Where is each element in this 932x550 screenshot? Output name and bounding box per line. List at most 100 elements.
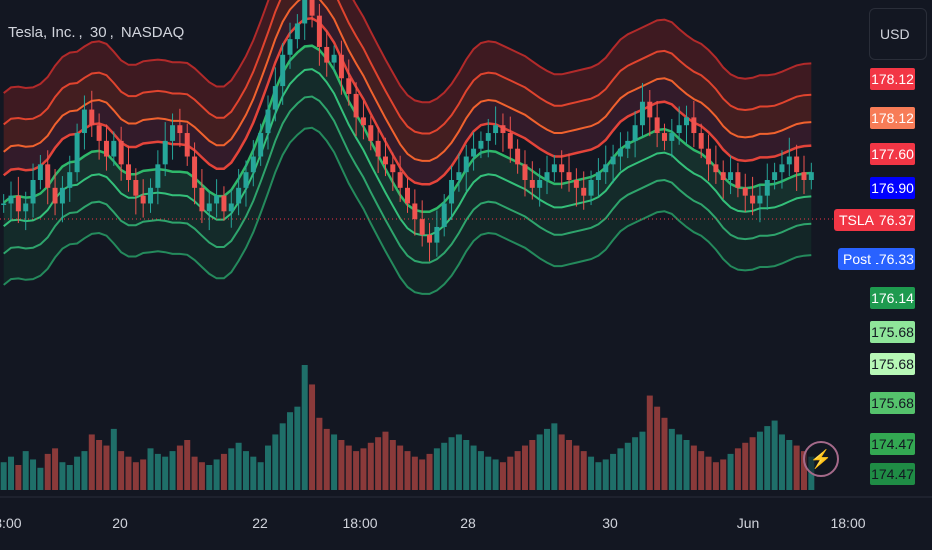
volume-bar <box>793 445 800 490</box>
candle-body <box>309 0 315 16</box>
candle-body <box>485 133 491 141</box>
volume-bar <box>66 465 73 490</box>
candle-body <box>801 172 807 180</box>
candle-body <box>96 125 102 141</box>
volume-bar <box>250 456 257 490</box>
candle-body <box>764 180 770 196</box>
candle-body <box>661 133 667 141</box>
volume-bar <box>301 365 308 490</box>
volume-bar <box>778 434 785 490</box>
volume-bar <box>683 440 690 490</box>
candle-body <box>691 117 697 134</box>
candle-body <box>382 156 388 165</box>
volume-bar <box>404 451 411 490</box>
volume-bar <box>397 445 404 490</box>
volume-bar <box>52 448 59 490</box>
volume-bar <box>345 445 352 490</box>
volume-bar <box>309 384 316 490</box>
candle-body <box>427 234 433 243</box>
volume-bar <box>81 451 88 490</box>
candle-body <box>456 172 462 180</box>
volume-bar <box>147 448 154 490</box>
candle-body <box>265 109 271 134</box>
candle-body <box>52 187 58 204</box>
candle-body <box>353 93 359 118</box>
volume-bar <box>433 448 440 490</box>
volume-bar <box>323 428 330 490</box>
volume-bar <box>257 462 264 490</box>
candle-body <box>111 140 117 157</box>
currency-button[interactable]: USD <box>869 8 927 60</box>
volume-bar <box>15 465 22 490</box>
interval: 30 <box>89 24 107 41</box>
candle-body <box>23 203 29 212</box>
time-label: 28 <box>460 515 476 531</box>
volume-bar <box>0 462 7 490</box>
price-label: 178.12 <box>870 107 915 129</box>
candle-body <box>471 148 477 157</box>
candle-body <box>81 109 87 134</box>
volume-bar <box>88 434 95 490</box>
volume-bar <box>771 420 778 490</box>
candle-body <box>140 195 146 204</box>
candle-body <box>698 133 704 149</box>
time-label: 20 <box>112 515 128 531</box>
candle-body <box>302 0 308 24</box>
symbol-name: Tesla, Inc. <box>8 24 76 41</box>
volume-bar <box>184 440 191 490</box>
candle-body <box>478 140 484 149</box>
volume-bar <box>316 417 323 490</box>
volume-bar <box>654 406 661 490</box>
candle-body <box>405 187 410 204</box>
symbol-tag: TSLA <box>834 209 880 231</box>
candle-body <box>742 187 748 196</box>
candle-body <box>67 172 73 188</box>
candle-body <box>434 226 440 243</box>
candle-body <box>287 39 293 55</box>
candle-body <box>294 23 300 40</box>
band-fill <box>3 45 812 236</box>
candle-body <box>676 125 682 134</box>
candle-body <box>757 195 763 204</box>
candle-body <box>206 203 212 212</box>
candle-body <box>551 164 557 173</box>
volume-bar <box>588 456 595 490</box>
candle-body <box>728 172 734 180</box>
candle-body <box>588 180 594 196</box>
candle-body <box>507 133 513 149</box>
volume-bar <box>96 440 103 490</box>
volume-bar <box>375 437 382 490</box>
volume-bar <box>705 456 712 490</box>
candle-body <box>368 125 374 141</box>
candle-body <box>669 133 675 141</box>
candle-body <box>74 133 80 173</box>
volume-bar <box>338 440 345 490</box>
candle-body <box>419 219 425 235</box>
price-label: 176.14 <box>870 287 915 309</box>
volume-bar <box>544 428 551 490</box>
volume-bar <box>37 467 44 490</box>
volume-bar <box>448 437 455 490</box>
volume-bar <box>242 451 249 490</box>
candle-body <box>449 180 455 204</box>
candle-body <box>199 187 205 212</box>
volume-bar <box>580 451 587 490</box>
volume-bar <box>272 434 279 490</box>
candle-body <box>125 164 131 180</box>
volume-bar <box>59 462 66 490</box>
price-label: 174.47 <box>870 433 915 455</box>
band-line <box>3 0 812 135</box>
candle-body <box>559 164 565 173</box>
volume-bar <box>22 451 29 490</box>
lightning-icon[interactable]: ⚡ <box>803 441 839 477</box>
candle-body <box>324 46 330 63</box>
volume-bar <box>264 445 271 490</box>
price-label: 175.68 <box>870 321 915 343</box>
band-line <box>2 17 812 186</box>
volume-bar <box>676 434 683 490</box>
volume-bar <box>441 442 448 490</box>
volume-bar <box>551 423 558 490</box>
volume-bar <box>382 431 389 490</box>
